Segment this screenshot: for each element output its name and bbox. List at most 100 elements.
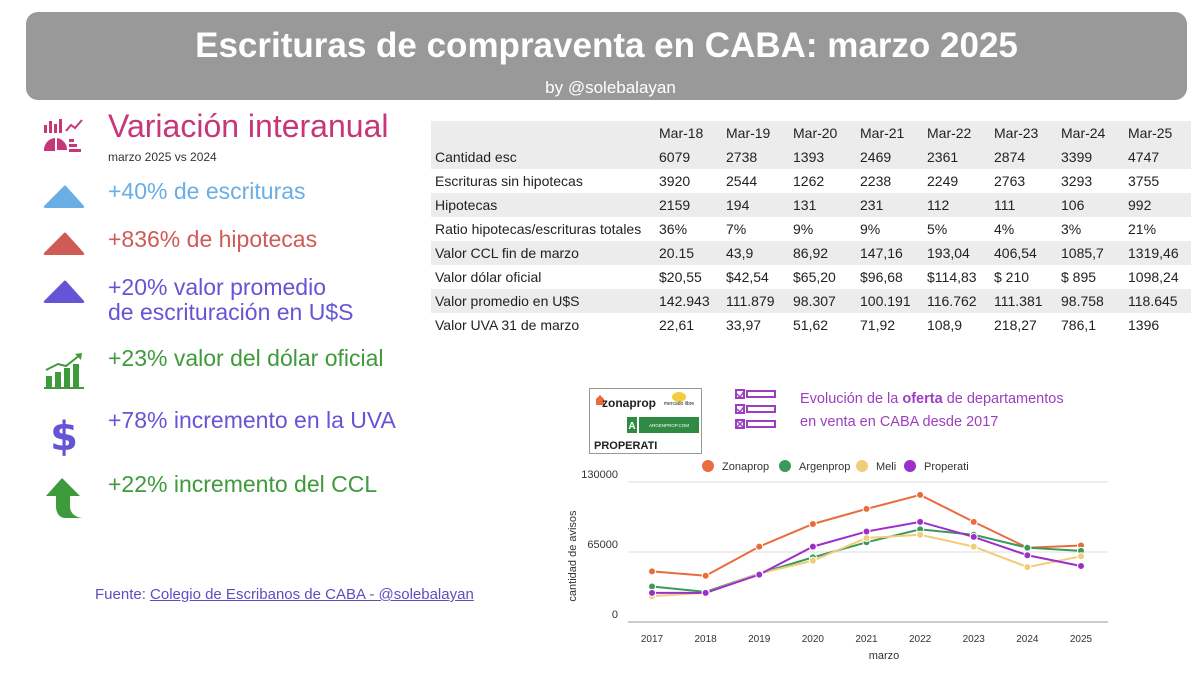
- table-cell: 7%: [726, 221, 747, 237]
- table-cell: 142.943: [659, 293, 710, 309]
- offer-title-line1: Evolución de la oferta de departamentos: [800, 391, 1064, 407]
- data-point: [808, 556, 817, 565]
- table-cell: 22,61: [659, 317, 695, 333]
- table-cell: 43,9: [726, 245, 754, 261]
- table-cell: 111: [994, 197, 1016, 213]
- source-prefix: Fuente:: [95, 586, 151, 603]
- page-subtitle: by @solebalayan: [545, 78, 676, 97]
- source-link[interactable]: Colegio de Escribanos de CABA - @solebal…: [150, 586, 474, 603]
- table-row-label: Valor CCL fin de marzo: [435, 245, 579, 261]
- table-cell: 2361: [927, 149, 959, 165]
- data-point: [1023, 543, 1032, 552]
- table-cell: 406,54: [994, 245, 1037, 261]
- data-point: [1023, 563, 1032, 572]
- table-header-cell: Mar-21: [860, 125, 905, 141]
- y-tick-label: 130000: [581, 469, 618, 481]
- x-tick-label: 2022: [909, 634, 932, 645]
- legend-label: Argenprop: [799, 461, 850, 473]
- table-cell: 106: [1061, 197, 1085, 213]
- table-cell: 2159: [659, 197, 691, 213]
- table-header-cell: Mar-18: [659, 125, 704, 141]
- table-row: Cantidad esc 6079 2738 1393 2469 2361 2874 3399…: [431, 145, 1191, 169]
- offer-title: Evolución de la oferta de departamentos …: [800, 388, 1064, 434]
- offer-line-chart: 0 65000 130000 2017 2018 2019 2020 2021 2022 2023…: [567, 460, 1108, 662]
- table-header-cell: Mar-25: [1128, 125, 1173, 141]
- table-cell: 2544: [726, 173, 758, 189]
- data-point: [648, 582, 656, 591]
- legend-label: Meli: [876, 461, 896, 473]
- stat-valor-promedio-line1: +20% valor promedio: [108, 274, 326, 300]
- data-point: [969, 532, 978, 541]
- legend-marker: [702, 460, 714, 472]
- table-cell: 20.15: [659, 245, 695, 261]
- table-header-cell: Mar-24: [1061, 125, 1106, 141]
- portals-logo: zonaprop mercado libre A ARGENPROP.COM P…: [594, 392, 699, 452]
- data-table: Mar-18 Mar-19 Mar-20 Mar-21 Mar-22 Mar-2…: [431, 121, 1191, 337]
- table-cell: 147,16: [860, 245, 903, 261]
- table-cell: 193,04: [927, 245, 970, 261]
- table-cell: 118.645: [1128, 293, 1178, 309]
- table-row-label: Hipotecas: [435, 197, 498, 213]
- header-banner: Escrituras de compraventa en CABA: marzo…: [26, 12, 1187, 100]
- table-cell: 100.191: [860, 293, 911, 309]
- triangle-up-icon: [43, 232, 85, 255]
- table-header-cell: [431, 121, 655, 145]
- table-header-row: Mar-18 Mar-19 Mar-20 Mar-21 Mar-22 Mar-2…: [431, 121, 1191, 145]
- table-cell: $ 210: [994, 269, 1030, 285]
- x-tick-label: 2021: [855, 634, 878, 645]
- triangle-up-icon: [43, 280, 85, 303]
- data-point: [916, 530, 925, 539]
- table-cell: 992: [1128, 197, 1152, 213]
- data-point: [969, 517, 978, 526]
- y-tick-label: 0: [612, 609, 618, 621]
- table-cell: 131: [793, 197, 817, 213]
- table-cell: 4%: [994, 221, 1015, 237]
- table-cell: 3920: [659, 173, 691, 189]
- data-point: [808, 520, 817, 528]
- table-cell: 2249: [927, 173, 959, 189]
- table-cell: 2763: [994, 173, 1026, 189]
- table-cell: 33,97: [726, 317, 762, 333]
- stat-ccl: +22% incremento del CCL: [108, 471, 378, 497]
- data-point: [862, 534, 871, 542]
- portals-logo-box: zonaprop mercado libre A ARGENPROP.COM P…: [589, 388, 702, 454]
- y-tick-label: 65000: [587, 539, 618, 551]
- legend-marker: [904, 460, 916, 472]
- table-cell: 9%: [793, 221, 814, 237]
- table-cell: 1393: [793, 149, 825, 165]
- table-row: Valor dólar oficial $20,55 $42,54 $65,20 $96…: [431, 265, 1191, 289]
- table-cell: 231: [860, 197, 884, 213]
- data-point: [916, 517, 925, 526]
- table-row-label: Escrituras sin hipotecas: [435, 173, 583, 189]
- table-cell: $42,54: [726, 269, 769, 285]
- table-cell: 194: [726, 197, 750, 213]
- table-cell: 1262: [793, 173, 825, 189]
- table-header-cell: Mar-20: [793, 125, 838, 141]
- x-axis-label: marzo: [869, 650, 900, 662]
- stat-escrituras: +40% de escrituras: [108, 178, 306, 204]
- meli-logo-text: mercado libre: [664, 401, 695, 407]
- table-cell: $96,68: [860, 269, 903, 285]
- table-cell: 6079: [659, 149, 691, 165]
- table-row: Hipotecas 2159 194 131 231 112 111 106 992: [431, 193, 1191, 217]
- table-row-label: Valor UVA 31 de marzo: [435, 317, 580, 333]
- y-axis-label: cantidad de avisos: [567, 510, 579, 602]
- table-row: Valor promedio en U$S 142.943 111.879 98.30…: [431, 289, 1191, 313]
- legend-marker: [779, 460, 791, 472]
- variation-subtitle: marzo 2025 vs 2024: [108, 150, 217, 164]
- table-cell: $20,55: [659, 269, 702, 285]
- table-cell: 1098,24: [1128, 269, 1179, 285]
- table-row: Escrituras sin hipotecas 3920 2544 1262 2238…: [431, 169, 1191, 193]
- table-cell: 1085,7: [1061, 245, 1104, 261]
- table-cell: $65,20: [793, 269, 836, 285]
- arrow-up-icon: [46, 478, 82, 518]
- data-point: [969, 542, 978, 551]
- table-cell: 51,62: [793, 317, 829, 333]
- table-cell: 2238: [860, 173, 892, 189]
- data-point: [701, 571, 710, 580]
- bar-growth-icon: [44, 353, 84, 389]
- table-cell: $114,83: [927, 269, 977, 285]
- table-row-label: Valor dólar oficial: [435, 269, 542, 285]
- x-tick-label: 2017: [641, 634, 664, 645]
- checklist-icon: [735, 389, 776, 429]
